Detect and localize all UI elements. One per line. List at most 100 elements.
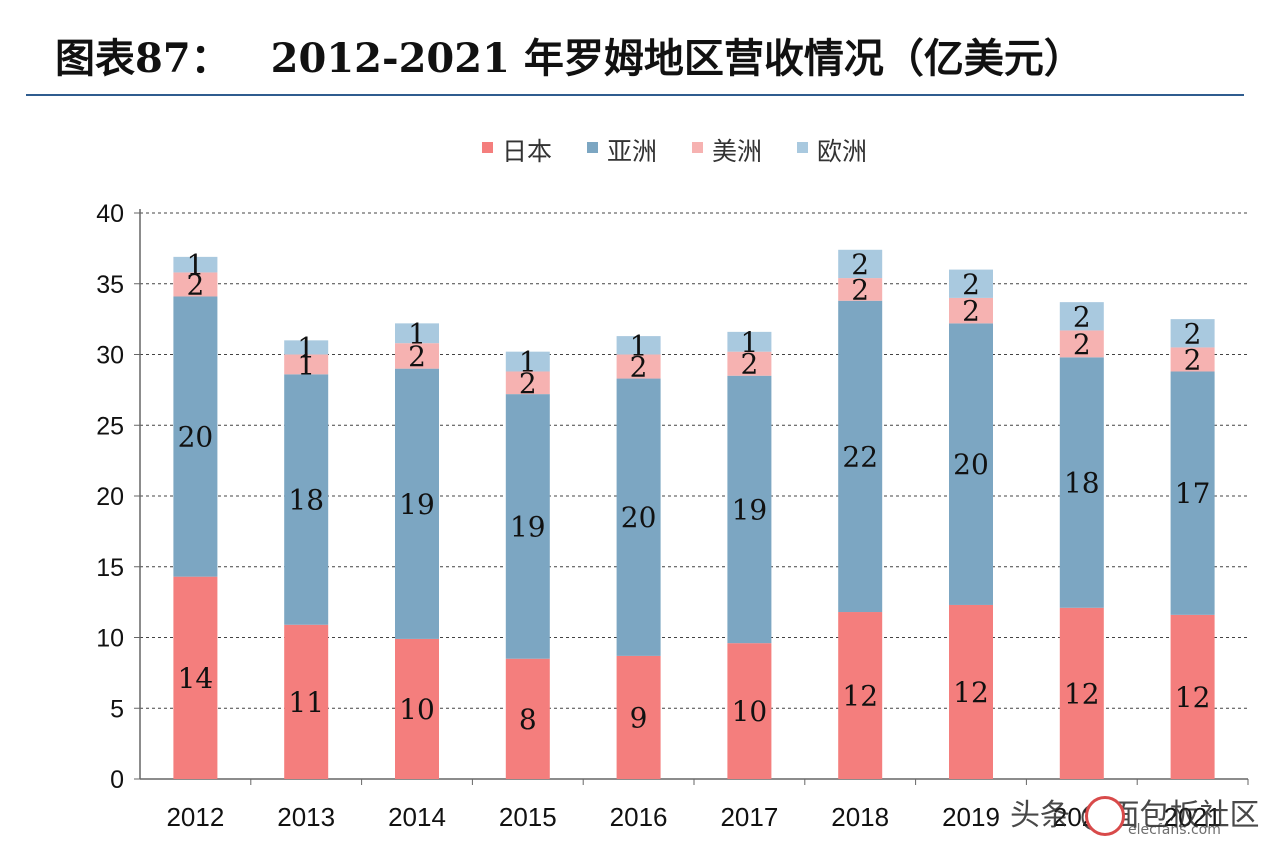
legend-label: 日本 bbox=[502, 137, 552, 166]
data-label: 8 bbox=[519, 703, 537, 736]
figure-title: 2012-2021 年罗姆地区营收情况（亿美元） bbox=[270, 35, 1084, 82]
data-label: 10 bbox=[399, 693, 435, 726]
data-label: 10 bbox=[732, 695, 768, 728]
bar-segment bbox=[505, 658, 550, 779]
data-label: 1 bbox=[630, 329, 648, 362]
data-label: 19 bbox=[732, 493, 768, 526]
x-tick-label: 2012 bbox=[166, 802, 224, 832]
bars bbox=[173, 249, 1215, 779]
data-label: 19 bbox=[399, 488, 435, 521]
bar-segment bbox=[616, 378, 661, 656]
bar-segment bbox=[838, 249, 883, 279]
bar-segment bbox=[727, 331, 772, 352]
bar-segment bbox=[505, 371, 550, 395]
x-tick-label: 2019 bbox=[942, 802, 1000, 832]
data-label: 2 bbox=[1184, 317, 1202, 350]
bar-segment bbox=[949, 269, 993, 298]
data-label: 2 bbox=[851, 248, 869, 281]
bar-segment bbox=[173, 272, 218, 297]
bar-segment bbox=[1059, 357, 1104, 608]
x-tick-label: 2018 bbox=[831, 802, 889, 832]
bar-segment bbox=[1170, 614, 1215, 779]
legend-swatch bbox=[587, 142, 598, 153]
y-tick-label: 5 bbox=[110, 695, 124, 723]
x-tick-label: 2017 bbox=[720, 802, 778, 832]
watermark-logo-icon bbox=[1085, 796, 1125, 836]
data-label: 2 bbox=[962, 268, 980, 301]
watermark: 头条 @面包板社区 bbox=[1010, 798, 1260, 833]
data-label: 11 bbox=[288, 686, 324, 719]
data-label: 2 bbox=[962, 295, 980, 328]
data-label: 20 bbox=[621, 501, 657, 534]
y-tick-label: 20 bbox=[96, 483, 124, 511]
bar-segment bbox=[616, 336, 661, 355]
data-label: 20 bbox=[953, 448, 989, 481]
bar-segment bbox=[838, 300, 883, 613]
data-label: 2 bbox=[851, 273, 869, 306]
data-label: 2 bbox=[1073, 328, 1091, 361]
title-rule bbox=[26, 94, 1244, 96]
data-label: 20 bbox=[178, 421, 214, 454]
data-label: 2 bbox=[1184, 343, 1202, 376]
bar-segment bbox=[284, 354, 329, 375]
legend-swatch bbox=[797, 142, 808, 153]
data-label: 2 bbox=[186, 268, 204, 301]
bar-segment bbox=[505, 394, 550, 659]
bar-segment bbox=[1170, 319, 1215, 348]
figure-number: 图表87： bbox=[55, 35, 231, 82]
bar-segment bbox=[949, 297, 993, 324]
x-tick-label: 2013 bbox=[277, 802, 335, 832]
watermark-site: elecfans.com bbox=[1128, 822, 1221, 838]
data-label: 1 bbox=[186, 249, 204, 282]
bar-segment bbox=[727, 643, 772, 779]
data-label: 12 bbox=[1064, 677, 1100, 710]
data-label: 2 bbox=[630, 351, 648, 384]
data-label: 17 bbox=[1175, 477, 1211, 510]
data-label: 12 bbox=[842, 680, 878, 713]
bar-segment bbox=[173, 296, 218, 577]
legend-swatch bbox=[482, 142, 493, 153]
bar-segment bbox=[838, 278, 883, 301]
x-tick-label: 2014 bbox=[388, 802, 446, 832]
legend-label: 亚洲 bbox=[607, 137, 657, 166]
y-tick-label: 0 bbox=[110, 766, 124, 794]
data-label: 2 bbox=[519, 367, 537, 400]
bar-segment bbox=[838, 612, 883, 779]
bar-segment bbox=[395, 638, 439, 779]
bar-segment bbox=[284, 340, 329, 355]
legend-swatch bbox=[692, 142, 703, 153]
gridlines bbox=[140, 212, 1248, 709]
bar-segment bbox=[395, 343, 439, 369]
bar-segment bbox=[949, 604, 993, 779]
y-tick-label: 10 bbox=[96, 625, 124, 653]
data-label: 2 bbox=[740, 348, 758, 381]
data-label: 18 bbox=[288, 484, 324, 517]
data-label: 1 bbox=[519, 346, 537, 379]
x-tick-label: 2016 bbox=[610, 802, 668, 832]
data-label: 1 bbox=[408, 317, 426, 350]
bar-segment bbox=[1059, 330, 1104, 358]
bar-segment bbox=[727, 375, 772, 644]
data-label: 12 bbox=[953, 676, 989, 709]
legend: 日本 亚洲 美洲 欧洲 bbox=[482, 137, 867, 166]
data-label: 9 bbox=[630, 701, 648, 734]
y-tick-label: 30 bbox=[96, 342, 124, 370]
data-label: 19 bbox=[510, 510, 546, 543]
bar-segment bbox=[395, 323, 439, 344]
data-label: 12 bbox=[1175, 681, 1211, 714]
legend-label: 欧洲 bbox=[817, 137, 867, 166]
y-tick-label: 25 bbox=[96, 412, 124, 440]
bar-segment bbox=[173, 576, 218, 779]
data-label: 2 bbox=[1073, 300, 1091, 333]
data-label: 1 bbox=[740, 326, 758, 359]
y-tick-label: 35 bbox=[96, 271, 124, 299]
bar-segment bbox=[505, 351, 550, 372]
x-tick-label: 2015 bbox=[499, 802, 557, 832]
bar-segment bbox=[173, 256, 218, 273]
bar-segment bbox=[1170, 371, 1215, 615]
bar-segment bbox=[395, 368, 439, 639]
title-bar: 图表87： 2012-2021 年罗姆地区营收情况（亿美元） bbox=[0, 0, 1264, 96]
x-tick-label: 2021 bbox=[1164, 802, 1222, 832]
bar-segment bbox=[949, 323, 993, 605]
